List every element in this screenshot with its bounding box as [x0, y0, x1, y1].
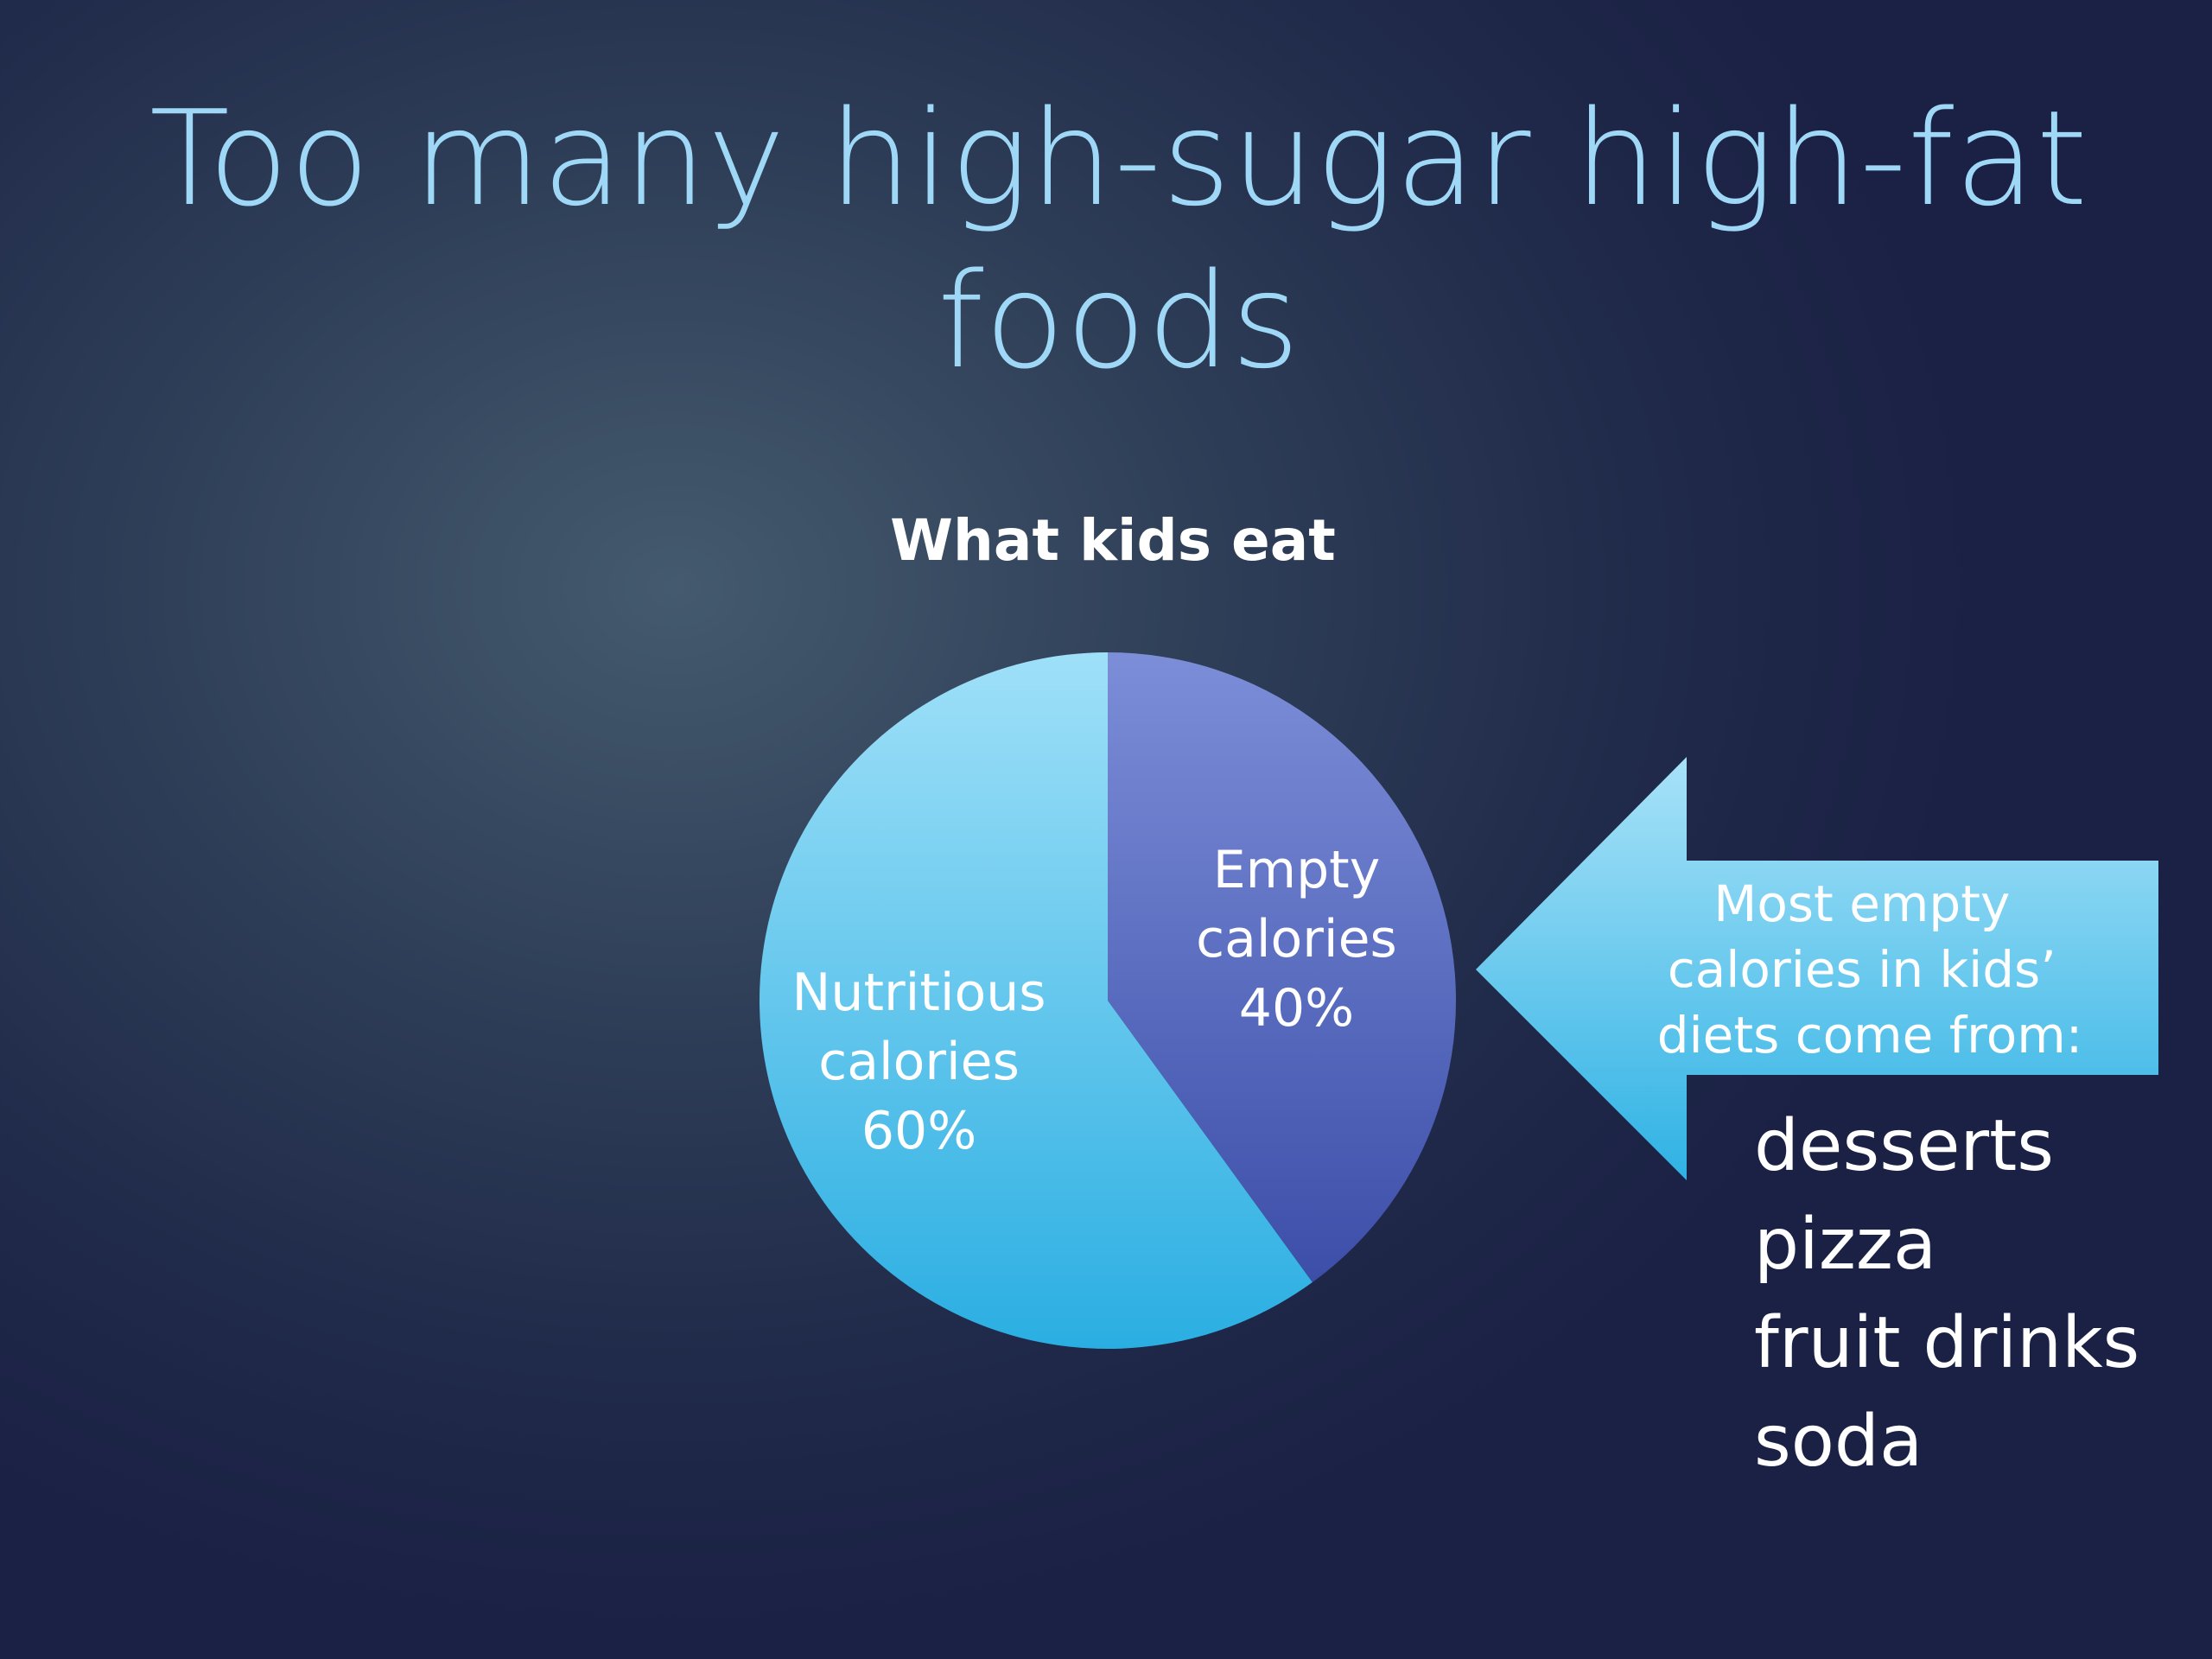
slide-title: Too many high-sugar high-fat foods	[149, 82, 2089, 397]
pie-slices	[759, 652, 1456, 1349]
food-item-fruit-drinks: fruit drinks	[1754, 1302, 2140, 1384]
food-item-soda: soda	[1754, 1401, 1923, 1483]
food-item-desserts: desserts	[1754, 1105, 2054, 1187]
callout-text: Most empty calories in kids’ diets come …	[1657, 874, 2083, 1065]
chart-title: What kids eat	[890, 507, 1336, 574]
pie-label-empty-calories: Empty calories 40%	[1196, 840, 1397, 1039]
pie-slice-nutritious-calories	[759, 652, 1313, 1349]
pie-label-nutritious-calories: Nutritious calories 60%	[792, 963, 1046, 1161]
callout-line-3: diets come from:	[1657, 1006, 2083, 1065]
pie-labels: Empty calories 40% Nutritious calories 60%	[792, 840, 1397, 1161]
callout-line-2: calories in kids’	[1668, 940, 2056, 999]
pie-slice-empty-calories	[1108, 652, 1456, 1283]
food-item-pizza: pizza	[1754, 1204, 1937, 1286]
callout-line-1: Most empty	[1713, 874, 2010, 933]
callout-arrow	[1476, 757, 2158, 1180]
food-list: desserts pizza fruit drinks soda	[1754, 1097, 2139, 1491]
